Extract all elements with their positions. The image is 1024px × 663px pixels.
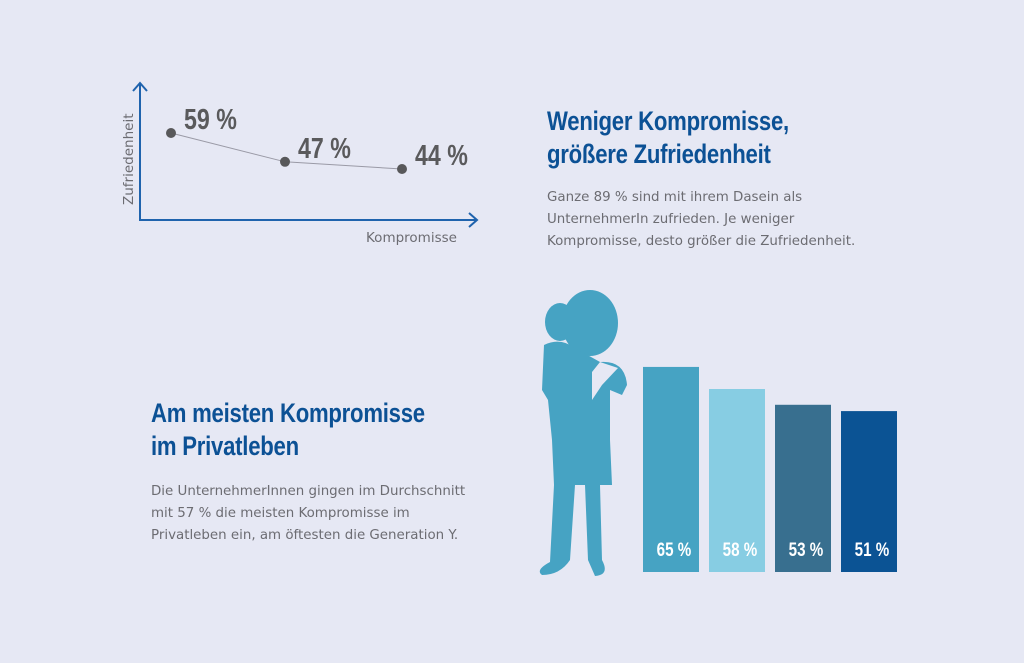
data-label: 44 % xyxy=(415,138,468,171)
bar xyxy=(709,389,765,572)
satisfaction-line-chart: Zufriedenheit Kompromisse 59 % 47 % 44 % xyxy=(121,81,479,246)
section2-heading: Am meisten Kompromisse im Privatleben xyxy=(151,397,425,463)
y-axis-arrow-icon xyxy=(132,81,148,92)
heading-line: im Privatleben xyxy=(151,431,299,461)
data-label: 59 % xyxy=(184,102,237,135)
text-line: mit 57 % die meisten Kompromisse im xyxy=(151,506,410,521)
bar-label: 58 % xyxy=(723,538,758,560)
section2-text: Die UnternehmerInnen gingen im Durchschn… xyxy=(151,481,465,547)
mother-child-silhouette-icon xyxy=(539,290,627,576)
text-line: Die UnternehmerInnen gingen im Durchschn… xyxy=(151,484,466,499)
x-axis-arrow-icon xyxy=(468,212,479,228)
text-line: Kompromisse, desto größer die Zufriedenh… xyxy=(547,234,856,249)
data-point xyxy=(397,164,407,174)
text-line: Privatleben ein, am öftesten die Generat… xyxy=(151,528,459,543)
compromise-bar-chart: 65 % 58 % 53 % 51 % xyxy=(643,366,897,572)
heading-line: größere Zufriedenheit xyxy=(547,139,771,169)
text-line: UnternehmerIn zufrieden. Je weniger xyxy=(547,212,795,227)
text-line: Ganze 89 % sind mit ihrem Dasein als xyxy=(547,190,803,205)
y-axis-label: Zufriedenheit xyxy=(121,113,137,205)
section1-text: Ganze 89 % sind mit ihrem Dasein als Unt… xyxy=(547,187,855,253)
data-point xyxy=(280,156,290,167)
data-label: 47 % xyxy=(298,131,351,164)
bar-label: 65 % xyxy=(657,538,692,560)
bar-label: 51 % xyxy=(855,538,890,560)
data-point xyxy=(166,128,176,138)
bar xyxy=(775,404,831,572)
heading-line: Am meisten Kompromisse xyxy=(151,398,425,428)
bar-label: 53 % xyxy=(789,538,824,560)
bar xyxy=(841,411,897,572)
heading-line: Weniger Kompromisse, xyxy=(547,106,789,136)
section1-heading: Weniger Kompromisse, größere Zufriedenhe… xyxy=(547,105,789,171)
bar xyxy=(643,366,699,572)
x-axis-label: Kompromisse xyxy=(366,230,457,246)
